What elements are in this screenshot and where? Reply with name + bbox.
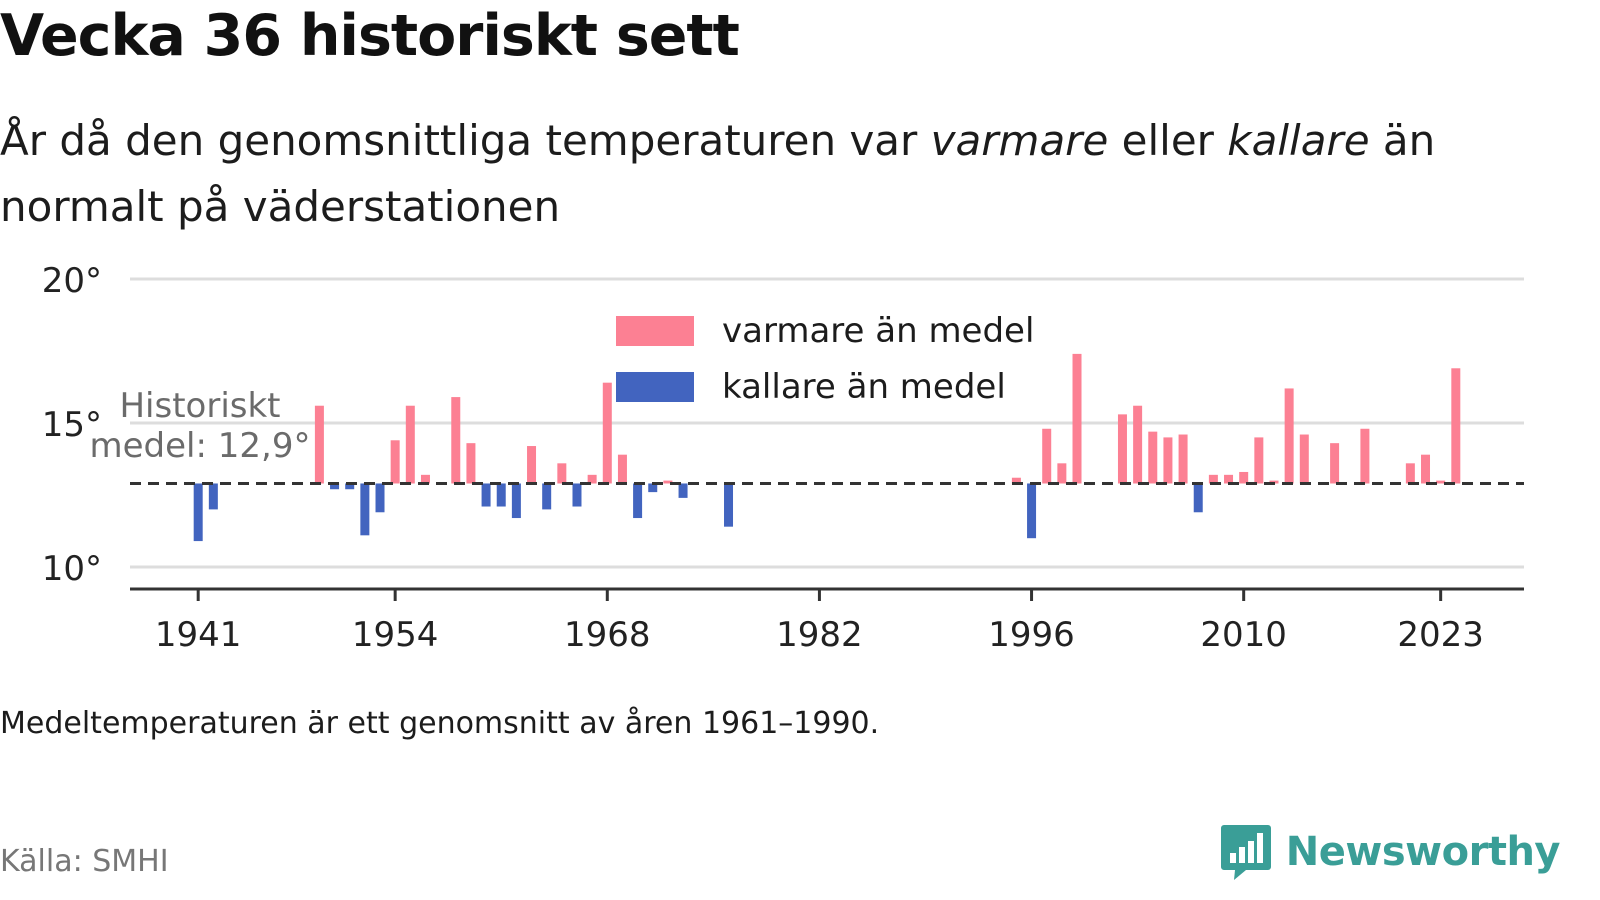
warm-bar xyxy=(617,454,627,484)
chart-title: Vecka 36 historiskt sett xyxy=(0,3,740,69)
warm-bar xyxy=(1163,437,1173,484)
warm-bar xyxy=(1208,474,1218,484)
cold-bar xyxy=(360,483,370,536)
y-tick-label: 20° xyxy=(42,261,102,301)
cold-bar xyxy=(496,483,506,507)
cold-bar xyxy=(1027,483,1037,539)
warm-bar xyxy=(314,405,324,484)
warm-bar xyxy=(1042,428,1052,484)
chart-subtitle: År då den genomsnittliga temperaturen va… xyxy=(0,108,1560,240)
cold-bar xyxy=(572,483,582,507)
warm-bar xyxy=(1451,368,1461,484)
warm-bar xyxy=(1072,353,1082,484)
warm-bar xyxy=(1405,463,1415,484)
warm-bar xyxy=(602,382,612,484)
subtitle-part2: eller xyxy=(1108,116,1228,165)
x-tick-label: 1968 xyxy=(564,615,651,655)
y-tick-label: 15° xyxy=(42,405,102,445)
subtitle-warm-word: varmare xyxy=(930,116,1109,165)
cold-bar xyxy=(345,483,355,490)
warm-bar xyxy=(1254,437,1264,484)
warm-bar xyxy=(390,440,400,484)
warm-bar xyxy=(1239,471,1249,484)
legend-warm-swatch xyxy=(616,316,694,346)
x-tick-label: 1954 xyxy=(352,615,439,655)
warm-bar xyxy=(1330,443,1340,484)
x-tick-label: 2010 xyxy=(1200,615,1287,655)
x-tick-label: 2023 xyxy=(1397,615,1484,655)
brand-name: Newsworthy xyxy=(1285,829,1561,875)
warm-bar xyxy=(1133,405,1143,484)
cold-bar xyxy=(542,483,552,510)
warm-bar xyxy=(1284,388,1294,484)
cold-bar xyxy=(481,483,491,507)
cold-bar xyxy=(633,483,643,519)
cold-bar xyxy=(330,483,340,490)
brand-logo: Newsworthy xyxy=(1220,823,1561,881)
cold-bar xyxy=(208,483,218,510)
baseline-label: medel: 12,9° xyxy=(90,426,311,466)
warm-bar xyxy=(663,480,673,484)
warm-bar xyxy=(1299,434,1309,484)
cold-bar xyxy=(1193,483,1203,513)
source-label: Källa: SMHI xyxy=(0,844,169,879)
subtitle-part3: än normalt på väderstationen xyxy=(0,116,1436,231)
warm-bar xyxy=(1178,434,1188,484)
x-tick-label: 1996 xyxy=(988,615,1075,655)
cold-bar xyxy=(724,483,734,527)
warm-bar xyxy=(1057,463,1067,484)
warm-bar xyxy=(420,474,430,484)
warm-bar xyxy=(1360,428,1370,484)
y-tick-label: 10° xyxy=(42,549,102,589)
cold-bar xyxy=(375,483,385,513)
subtitle-part1: År då den genomsnittliga temperaturen va… xyxy=(0,116,931,165)
legend-cold-label: kallare än medel xyxy=(722,367,1006,407)
warm-bar xyxy=(557,463,567,484)
newsworthy-logo-icon xyxy=(1220,825,1271,880)
cold-bar xyxy=(678,483,688,498)
warm-bar xyxy=(527,446,537,484)
x-tick-label: 1982 xyxy=(776,615,863,655)
warm-bar xyxy=(1421,454,1431,484)
footnote: Medeltemperaturen är ett genomsnitt av å… xyxy=(0,706,880,741)
warm-bar xyxy=(1117,414,1127,484)
warm-bar xyxy=(1148,431,1158,484)
warm-bar xyxy=(451,397,461,484)
cold-bar xyxy=(648,483,658,493)
warm-bar xyxy=(587,474,597,484)
cold-bar xyxy=(193,483,203,542)
cold-bar xyxy=(511,483,521,519)
warm-bar xyxy=(1436,480,1446,484)
warm-bar xyxy=(1224,474,1234,484)
warm-bar xyxy=(405,405,415,484)
warm-bar xyxy=(466,443,476,484)
legend-cold-swatch xyxy=(616,372,694,402)
baseline-label: Historiskt xyxy=(119,386,280,426)
subtitle-cold-word: kallare xyxy=(1227,116,1370,165)
x-tick-label: 1941 xyxy=(155,615,242,655)
legend-warm-label: varmare än medel xyxy=(722,311,1034,351)
warm-bar xyxy=(1011,477,1021,484)
